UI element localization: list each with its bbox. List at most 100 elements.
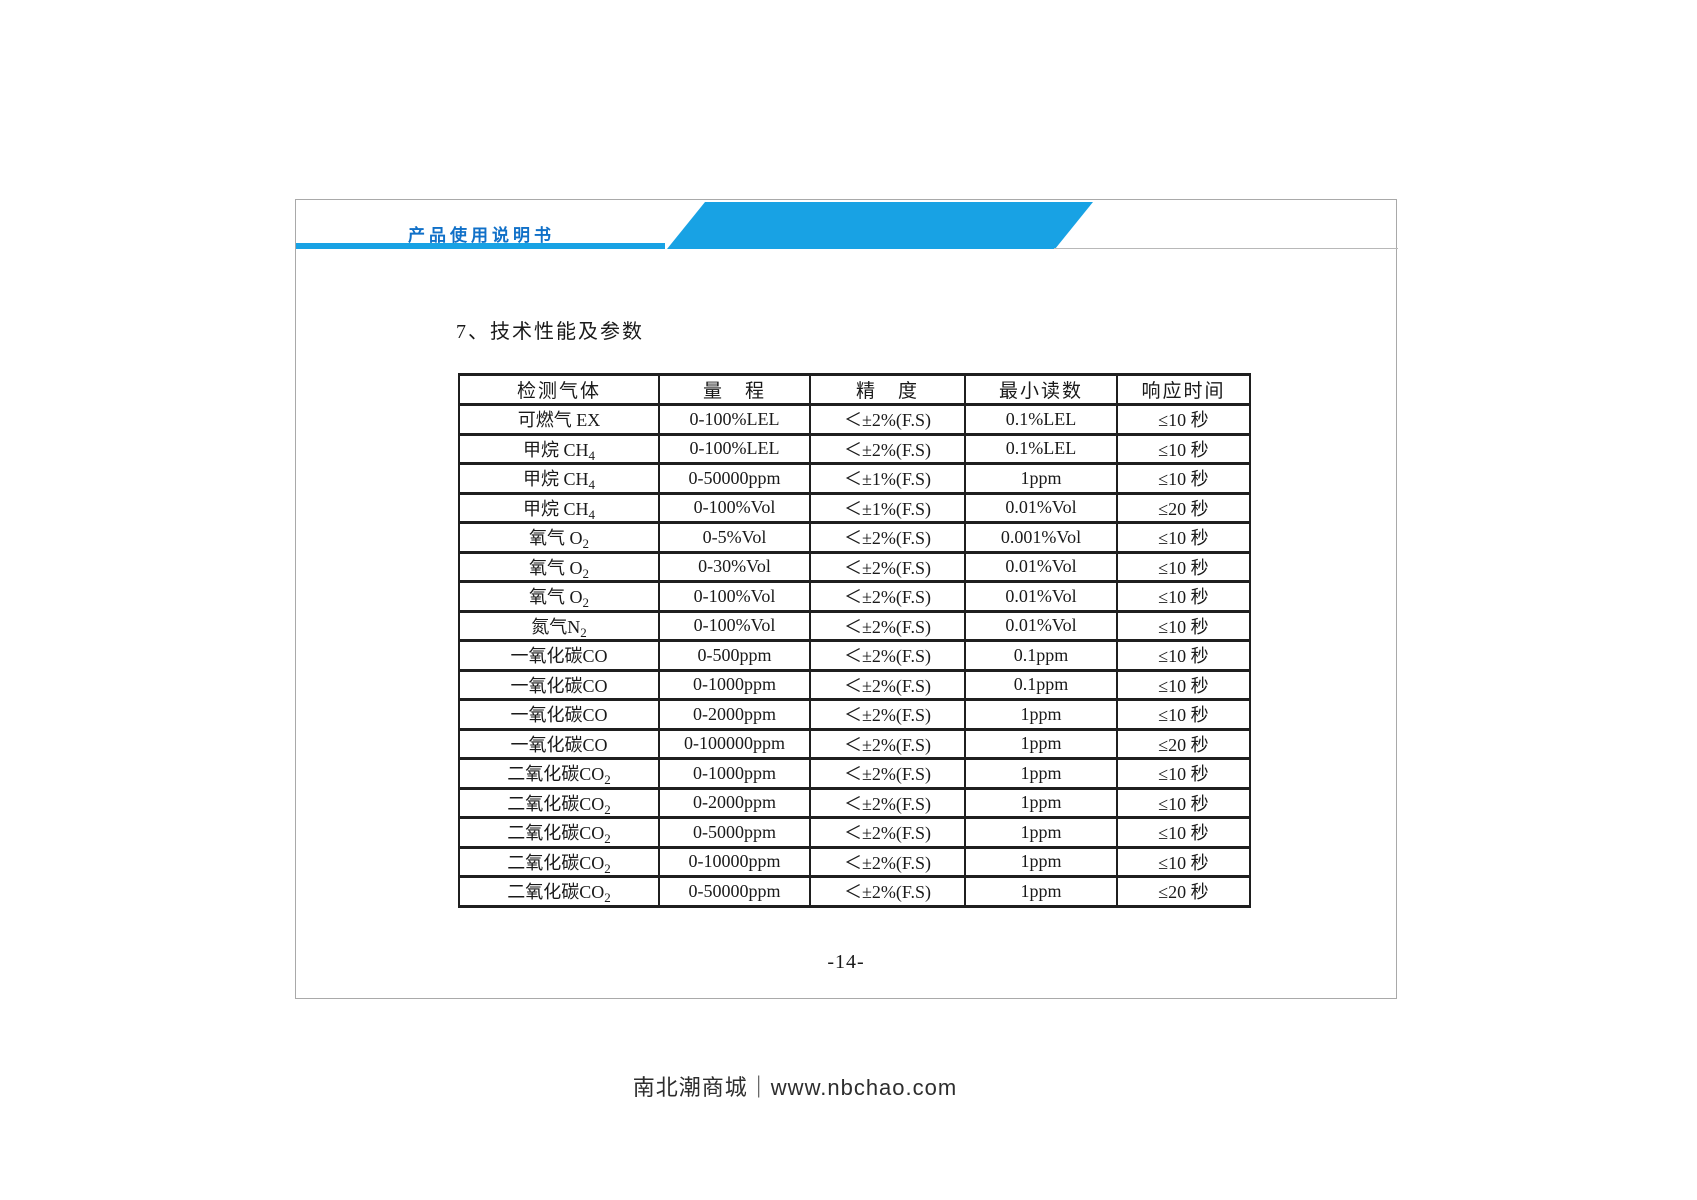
col-header-min-reading: 最小读数 [964,373,1118,406]
gas-name: 二氧化碳CO [507,764,605,785]
cell-response-time: ≤10 秒 [1116,550,1251,583]
cell-min-reading: 1ppm [964,462,1118,495]
spec-table: 检测气体量 程精 度最小读数 响应时间 可燃气 EX 0-100%LEL ＜±2%(F… [458,373,1251,908]
cell-precision: ＜±2%(F.S) [809,816,966,849]
gas-name: 氮气N [531,616,581,637]
cell-gas: 甲烷 CH4 [458,491,660,524]
cell-min-reading: 0.01%Vol [964,580,1118,613]
gas-name: 可燃气 EX [517,410,601,431]
header-row: 检测气体量 程精 度最小读数 响应时间 [458,373,1251,406]
cell-response-time: ≤10 秒 [1116,816,1251,849]
gas-subscript: 2 [582,536,590,552]
cell-precision: ＜±2%(F.S) [809,403,966,436]
cell-gas: 氮气N2 [458,609,660,642]
cell-range: 0-100%LEL [658,432,811,465]
manual-page: 产品使用说明书 7、技术性能及参数 检测气体量 程精 度最小读数 响应时间 可燃气… [295,199,1398,999]
gas-name: 二氧化碳CO [507,852,605,873]
table-row: 氮气N2 0-100%Vol ＜±2%(F.S) 0.01%Vol ≤10 秒 [458,609,1251,642]
gas-name: 一氧化碳CO [510,705,608,726]
cell-gas: 氧气 O2 [458,550,660,583]
spec-table-body: 可燃气 EX 0-100%LEL ＜±2%(F.S) 0.1%LEL ≤10 秒甲烷 C… [458,403,1251,908]
cell-precision: ＜±2%(F.S) [809,727,966,760]
cell-response-time: ≤20 秒 [1116,727,1251,760]
table-row: 二氧化碳CO2 0-5000ppm ＜±2%(F.S) 1ppm ≤10 秒 [458,816,1251,849]
cell-min-reading: 0.1ppm [964,668,1118,701]
table-row: 氧气 O2 0-100%Vol ＜±2%(F.S) 0.01%Vol ≤10 秒 [458,580,1251,613]
cell-precision: ＜±1%(F.S) [809,462,966,495]
gas-subscript: 4 [588,447,596,463]
cell-response-time: ≤10 秒 [1116,698,1251,731]
cell-min-reading: 0.1%LEL [964,432,1118,465]
gas-name: 一氧化碳CO [510,734,608,755]
col-header-precision: 精 度 [809,373,966,406]
cell-range: 0-50000ppm [658,875,811,908]
cell-range: 0-5000ppm [658,816,811,849]
gas-name: 二氧化碳CO [507,793,605,814]
header-underline-bar [296,243,665,249]
cell-min-reading: 1ppm [964,875,1118,908]
cell-range: 0-30%Vol [658,550,811,583]
cell-response-time: ≤10 秒 [1116,432,1251,465]
cell-response-time: ≤10 秒 [1116,462,1251,495]
gas-subscript: 2 [604,801,611,817]
cell-min-reading: 0.01%Vol [964,609,1118,642]
cell-gas: 可燃气 EX [458,403,660,436]
header-brand-title: 产品使用说明书 [408,226,555,245]
cell-range: 0-50000ppm [658,462,811,495]
cell-min-reading: 0.1ppm [964,639,1118,672]
cell-gas: 二氧化碳CO2 [458,845,660,878]
cell-response-time: ≤10 秒 [1116,757,1251,790]
cell-precision: ＜±2%(F.S) [809,521,966,554]
cell-precision: ＜±2%(F.S) [809,845,966,878]
cell-precision: ＜±2%(F.S) [809,609,966,642]
table-row: 一氧化碳CO 0-500ppm ＜±2%(F.S) 0.1ppm ≤10 秒 [458,639,1251,672]
cell-min-reading: 1ppm [964,727,1118,760]
gas-name: 一氧化碳CO [510,646,608,667]
cell-min-reading: 0.1%LEL [964,403,1118,436]
table-row: 二氧化碳CO2 0-2000ppm ＜±2%(F.S) 1ppm ≤10 秒 [458,786,1251,819]
cell-gas: 一氧化碳CO [458,698,660,731]
table-row: 一氧化碳CO 0-1000ppm ＜±2%(F.S) 0.1ppm ≤10 秒 [458,668,1251,701]
table-row: 氧气 O2 0-5%Vol ＜±2%(F.S) 0.001%Vol ≤10 秒 [458,521,1251,554]
gas-name: 甲烷 CH [522,498,589,519]
table-row: 二氧化碳CO2 0-50000ppm ＜±2%(F.S) 1ppm ≤20 秒 [458,875,1251,908]
cell-gas: 氧气 O2 [458,580,660,613]
cell-range: 0-500ppm [658,639,811,672]
header-blue-band [667,202,1093,249]
cell-response-time: ≤10 秒 [1116,403,1251,436]
cell-range: 0-1000ppm [658,757,811,790]
cell-precision: ＜±2%(F.S) [809,639,966,672]
page-number: -14- [827,951,865,973]
cell-range: 0-100%Vol [658,491,811,524]
gas-name: 氧气 O [529,587,583,608]
cell-gas: 二氧化碳CO2 [458,875,660,908]
cell-range: 0-10000ppm [658,845,811,878]
table-row: 甲烷 CH4 0-100%LEL ＜±2%(F.S) 0.1%LEL ≤10 秒 [458,432,1251,465]
gas-subscript: 2 [582,565,590,581]
cell-response-time: ≤10 秒 [1116,639,1251,672]
cell-min-reading: 1ppm [964,786,1118,819]
gas-name: 一氧化碳CO [510,675,608,696]
cell-precision: ＜±2%(F.S) [809,786,966,819]
cell-range: 0-5%Vol [658,521,811,554]
gas-name: 氧气 O [529,528,583,549]
cell-min-reading: 1ppm [964,845,1118,878]
table-row: 二氧化碳CO2 0-1000ppm ＜±2%(F.S) 1ppm ≤10 秒 [458,757,1251,790]
cell-precision: ＜±2%(F.S) [809,668,966,701]
cell-response-time: ≤10 秒 [1116,668,1251,701]
table-row: 甲烷 CH4 0-50000ppm ＜±1%(F.S) 1ppm ≤10 秒 [458,462,1251,495]
cell-response-time: ≤10 秒 [1116,521,1251,554]
cell-range: 0-100000ppm [658,727,811,760]
gas-subscript: 2 [604,890,611,906]
cell-response-time: ≤20 秒 [1116,491,1251,524]
cell-gas: 二氧化碳CO2 [458,816,660,849]
table-row: 可燃气 EX 0-100%LEL ＜±2%(F.S) 0.1%LEL ≤10 秒 [458,403,1251,436]
cell-response-time: ≤10 秒 [1116,845,1251,878]
cell-range: 0-2000ppm [658,786,811,819]
cell-gas: 一氧化碳CO [458,668,660,701]
col-header-gas: 检测气体 [458,373,660,406]
cell-min-reading: 1ppm [964,816,1118,849]
gas-subscript: 4 [588,477,596,493]
spec-table-head: 检测气体量 程精 度最小读数 响应时间 [458,373,1251,406]
cell-range: 0-1000ppm [658,668,811,701]
